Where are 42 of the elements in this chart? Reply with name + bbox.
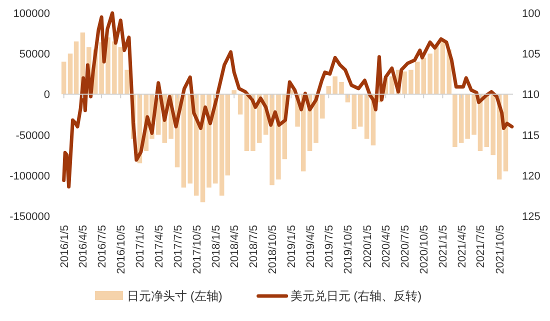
x-tick-label: 2016/4/5 — [78, 225, 90, 268]
y-tick-label: 50000 — [19, 48, 50, 61]
x-tick-label: 2019/7/5 — [324, 225, 336, 268]
y-tick-label: 0 — [44, 89, 50, 102]
x-tick-label: 2017/7/5 — [172, 225, 184, 268]
x-tick-label: 2019/4/5 — [304, 225, 317, 268]
legend-label: 日元净头寸 (左轴) — [127, 289, 222, 303]
x-tick-label: 2016/1/5 — [58, 225, 71, 268]
x-tick-label: 2020/10/5 — [418, 225, 431, 274]
x-tick-label: 2016/10/5 — [116, 225, 128, 274]
x-tick-label: 2021/7/5 — [475, 225, 488, 268]
x-tick-label: 2017/4/5 — [153, 225, 166, 268]
x-tick-label: 2020/1/5 — [362, 225, 374, 268]
x-tick-label: 2018/4/5 — [229, 225, 242, 268]
bar — [440, 41, 446, 94]
y-tick-label: -100000 — [10, 170, 50, 182]
bar — [232, 90, 236, 94]
bar — [238, 94, 243, 114]
x-tick-label: 2021/10/5 — [494, 225, 506, 274]
x-tick-label: 2020/4/5 — [380, 225, 393, 268]
bar — [61, 62, 66, 94]
x-tick-label: 2021/1/5 — [438, 225, 450, 268]
y-tick-label: -150000 — [10, 211, 50, 223]
y-tick-label: -50000 — [16, 130, 50, 142]
y2-tick-label: 115 — [522, 130, 540, 142]
legend-label: 美元兑日元 (右轴、反转) — [290, 289, 422, 303]
x-tick-label: 2018/10/5 — [267, 225, 280, 274]
x-tick-label: 2016/7/5 — [96, 225, 109, 268]
y-tick-label: 100000 — [13, 8, 50, 20]
x-tick-label: 2017/10/5 — [191, 225, 204, 274]
x-tick-label: 2019/10/5 — [342, 225, 355, 274]
x-tick-label: 2017/1/5 — [134, 225, 147, 268]
y2-tick-label: 100 — [522, 8, 540, 20]
x-tick-label: 2020/7/5 — [400, 225, 412, 268]
y2-tick-label: 110 — [522, 89, 540, 102]
x-tick-label: 2019/1/5 — [286, 225, 298, 268]
x-tick-label: 2018/7/5 — [248, 225, 260, 268]
y2-tick-label: 125 — [522, 211, 540, 223]
y2-tick-label: 105 — [522, 48, 540, 61]
x-tick-label: 2021/4/5 — [456, 225, 468, 268]
y2-tick-label: 120 — [522, 170, 540, 182]
x-tick-label: 2018/1/5 — [210, 225, 222, 268]
